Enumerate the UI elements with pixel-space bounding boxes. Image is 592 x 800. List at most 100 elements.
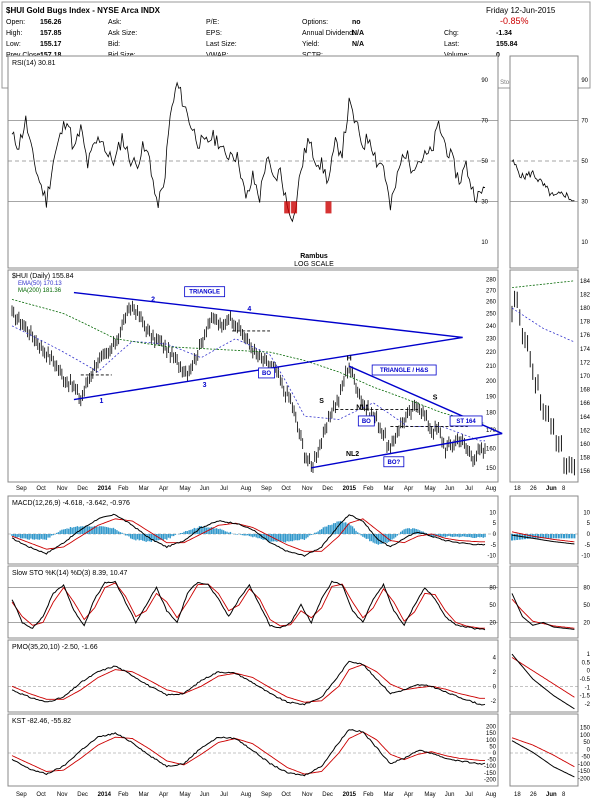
- macd-histogram-bar: [284, 534, 287, 543]
- date-tick: Jun: [200, 792, 210, 798]
- osc-zoom-ytick: 0: [587, 532, 591, 538]
- macd-histogram-bar: [303, 534, 306, 540]
- macd-histogram-bar: [418, 530, 421, 534]
- macd-histogram-bar: [219, 528, 221, 534]
- date-tick: Oct: [36, 486, 46, 492]
- macd-zoom-frame: [509, 495, 579, 565]
- macd-histogram-bar: [429, 534, 431, 536]
- macd-histogram-bar: [203, 526, 206, 534]
- macd-histogram-bar: [245, 534, 247, 536]
- zoom-histogram-bar: [550, 534, 552, 539]
- macd-histogram-bar: [14, 534, 17, 538]
- price-zoom-ytick: 170: [580, 374, 591, 380]
- macd-histogram-bar: [155, 534, 158, 541]
- macd-histogram-bar: [291, 534, 294, 542]
- price-ytick: 270: [486, 288, 497, 294]
- macd-histogram-bar: [169, 534, 171, 539]
- date-tick: 2015: [343, 792, 357, 798]
- macd-histogram-bar: [64, 529, 67, 534]
- macd-histogram-bar: [480, 534, 483, 538]
- pattern-label: 1: [99, 398, 103, 405]
- zoom-histogram-bar: [529, 534, 532, 539]
- macd-histogram-bar: [308, 534, 311, 536]
- macd-histogram-bar: [133, 534, 135, 540]
- macd-histogram-bar: [408, 528, 411, 534]
- macd-histogram-bar: [298, 534, 300, 541]
- macd-histogram-bar: [45, 534, 48, 540]
- macd-histogram-bar: [66, 528, 68, 534]
- pattern-label: S: [319, 398, 324, 405]
- macd-histogram-bar: [215, 528, 218, 534]
- date-tick: 2015: [343, 486, 357, 492]
- macd-histogram-bar: [448, 534, 450, 536]
- macd-histogram-bar: [276, 534, 278, 542]
- zoom-date-tick: 8: [562, 792, 566, 798]
- macd-histogram-bar: [360, 534, 362, 536]
- macd-histogram-bar: [209, 527, 211, 534]
- macd-histogram-bar: [193, 527, 196, 534]
- macd-histogram-bar: [265, 534, 268, 541]
- field-label: Ask:: [108, 19, 122, 26]
- macd-histogram-bar: [482, 534, 484, 538]
- macd-histogram-bar: [128, 534, 130, 537]
- macd-histogram-bar: [412, 528, 414, 534]
- macd-histogram-bar: [460, 534, 462, 537]
- date-tick: May: [424, 486, 435, 492]
- rsi-zoom-ytick: 10: [581, 240, 588, 246]
- field-label: EPS:: [206, 30, 222, 37]
- macd-histogram-bar: [338, 521, 340, 534]
- macd-histogram-bar: [343, 522, 345, 534]
- zoom-signal-line: [511, 657, 575, 698]
- zoom-histogram-bar: [565, 534, 568, 539]
- field-label: Options:: [302, 19, 328, 26]
- field-label: Last:: [444, 41, 459, 48]
- macd-histogram-bar: [326, 526, 328, 534]
- macd-histogram-bar: [43, 534, 46, 540]
- osc-ytick: -5: [491, 543, 497, 549]
- rsi-zoom-ytick: 50: [581, 159, 588, 165]
- zoom-histogram-bar: [560, 534, 563, 539]
- macd-histogram-bar: [73, 527, 75, 534]
- macd-histogram-bar: [406, 528, 409, 534]
- macd-histogram-bar: [183, 531, 185, 534]
- field-value: 155.84: [496, 41, 518, 48]
- rsi-main-frame: [7, 55, 499, 269]
- price-zoom-frame: [509, 269, 579, 483]
- date-tick: Aug: [486, 792, 497, 798]
- rambus-label: Rambus: [300, 253, 328, 260]
- zoom-histogram-bar: [552, 534, 555, 539]
- signal-line: [11, 731, 485, 775]
- macd-histogram-bar: [159, 534, 161, 541]
- zoom-histogram-bar: [511, 534, 513, 541]
- date-tick: Oct: [36, 792, 46, 798]
- field-label: Yield:: [302, 41, 319, 48]
- macd-histogram-bar: [234, 534, 237, 535]
- date-tick: Feb: [363, 792, 374, 798]
- macd-histogram-bar: [160, 534, 163, 540]
- main-line: [11, 580, 486, 631]
- zoom-date-tick: Jun: [546, 792, 557, 798]
- osc-ytick: 50: [489, 744, 496, 750]
- macd-histogram-bar: [458, 534, 460, 538]
- pmo-title: PMO(35,20,10) -2.50, -1.66: [12, 644, 98, 651]
- date-tick: Sep: [261, 792, 272, 798]
- osc-zoom-ytick: 20: [583, 620, 590, 626]
- price-zoom-ytick: 160: [580, 442, 591, 448]
- macd-histogram-bar: [56, 532, 58, 534]
- macd-histogram-bar: [85, 525, 87, 534]
- osc-zoom-ytick: 10: [583, 510, 590, 516]
- macd-histogram-bar: [357, 532, 359, 534]
- macd-histogram-bar: [111, 528, 113, 534]
- macd-histogram-bar: [277, 534, 280, 542]
- ma200-legend: MA(200) 181.36: [18, 288, 62, 294]
- macd-histogram-bar: [195, 528, 197, 534]
- macd-histogram-bar: [226, 531, 228, 534]
- macd-histogram-bar: [90, 526, 92, 534]
- macd-histogram-bar: [21, 534, 24, 539]
- macd-histogram-bar: [317, 531, 319, 534]
- quote-date: Friday 12-Jun-2015: [486, 6, 556, 15]
- macd-histogram-bar: [334, 523, 337, 534]
- rsi-ytick: 90: [481, 78, 488, 84]
- macd-histogram-bar: [363, 534, 366, 538]
- macd-histogram-bar: [271, 534, 273, 542]
